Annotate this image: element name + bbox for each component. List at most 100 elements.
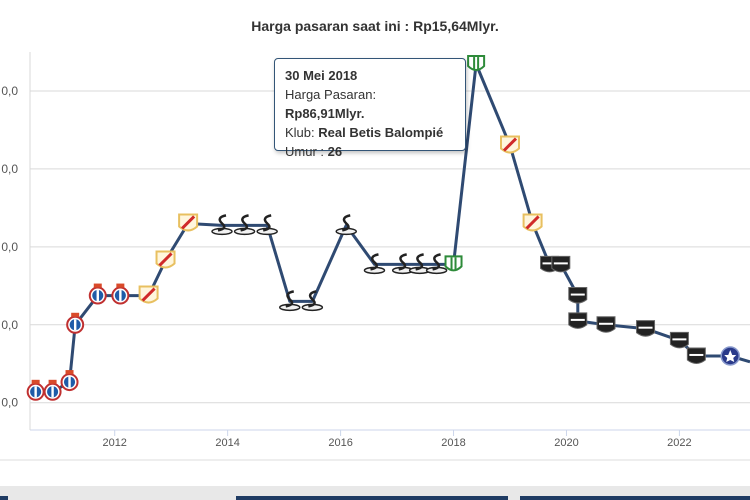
data-point-espanyol-crest	[66, 312, 85, 334]
data-point-swansea-crest	[363, 253, 386, 275]
crest-swan	[240, 214, 249, 232]
tooltip-date: 30 Mei 2018	[285, 68, 358, 83]
crest-stripe	[450, 257, 453, 270]
crest-swan	[432, 253, 441, 271]
x-tick-label: 2014	[215, 437, 239, 449]
tooltip-value-row: Harga Pasaran: Rp86,91Mlyr.	[285, 85, 455, 123]
data-point-swansea-crest	[279, 290, 301, 312]
data-point-espanyol-crest	[60, 370, 79, 392]
crest-swan	[217, 214, 227, 232]
data-point-espanyol-crest	[43, 379, 62, 401]
data-point-swansea-crest	[211, 214, 233, 236]
y-tick-label: 0,0	[1, 84, 18, 98]
crest-band	[570, 293, 585, 296]
data-point-club-blue-crest	[720, 346, 740, 366]
data-point-eupen-crest	[596, 316, 616, 333]
crest-swan	[308, 290, 317, 308]
crest-stripe	[34, 386, 37, 398]
data-point-betis-crest	[467, 55, 486, 72]
data-point-swansea-crest	[425, 253, 448, 275]
tooltip-value-label: Harga Pasaran:	[285, 87, 377, 102]
data-point-betis-crest	[444, 255, 463, 272]
tooltip-club-row: Klub: Real Betis Balompié	[285, 123, 455, 142]
scrollbar-segment	[0, 496, 8, 500]
crest-stripe	[473, 57, 476, 70]
y-tick-label: 0,0	[1, 318, 18, 332]
crest-stripe	[525, 215, 540, 230]
data-point-swansea-crest	[233, 214, 256, 236]
crest-swan	[398, 253, 407, 271]
crest-swan	[415, 253, 424, 271]
crest-band	[542, 262, 557, 265]
data-point-eupen-crest	[686, 347, 706, 364]
crest-crown	[71, 312, 80, 317]
crest-swan	[285, 290, 295, 308]
data-point-eupen-crest	[636, 320, 656, 337]
crest-stripe	[73, 319, 77, 331]
data-point-rayo-crest	[500, 135, 520, 154]
crest-swan	[341, 214, 351, 232]
x-tick-label: 2022	[667, 437, 691, 449]
tooltip-club-label: Klub:	[285, 125, 319, 140]
y-tick-label: 0,0	[1, 240, 18, 254]
crest-crown	[116, 283, 125, 288]
x-tick-label: 2012	[102, 437, 126, 449]
crest-stripe	[454, 257, 457, 270]
tooltip-age-label: Umur :	[285, 144, 328, 159]
crest-stripe	[119, 290, 122, 302]
crest-band	[599, 322, 613, 325]
bottom-scrollbar[interactable]	[0, 486, 750, 500]
crest-stripe	[477, 57, 480, 70]
x-tick-label: 2018	[441, 437, 465, 449]
tooltip-club: Real Betis Balompié	[318, 125, 444, 140]
crest-crown	[93, 283, 102, 288]
data-point-eupen-crest	[568, 287, 588, 304]
crest-crown	[48, 379, 57, 384]
crest-crown	[31, 379, 40, 384]
y-tick-label: 0,0	[1, 396, 18, 410]
crest-stripe	[51, 386, 54, 398]
crest-stripe	[158, 252, 173, 267]
crest-shield	[467, 55, 486, 72]
scrollbar-thumb[interactable]	[236, 496, 508, 500]
crest-swan	[262, 214, 272, 232]
data-point-rayo-crest	[178, 213, 199, 232]
crest-swan	[370, 253, 379, 271]
data-point-swansea-crest	[335, 214, 357, 236]
crest-stripe	[502, 137, 518, 152]
crest-stripe	[96, 290, 99, 302]
data-point-espanyol-crest	[111, 283, 130, 305]
crest-crown	[65, 370, 74, 375]
crest-band	[672, 338, 687, 341]
data-point-swansea-crest	[256, 214, 278, 236]
crest-stripe	[141, 287, 156, 302]
value-tooltip: 30 Mei 2018 Harga Pasaran: Rp86,91Mlyr. …	[274, 58, 466, 159]
x-tick-label: 2020	[554, 437, 578, 449]
data-point-rayo-crest	[155, 250, 176, 269]
x-tick-labels: 2012 2014 2016 2018 2020 2022	[102, 430, 692, 449]
data-point-eupen-crest	[669, 331, 689, 349]
crest-stripe	[68, 376, 71, 388]
y-tick-labels: 0,0 0,0 0,0 0,0 0,0	[1, 84, 18, 410]
tooltip-value: Rp86,91Mlyr.	[285, 106, 365, 121]
crest-band	[553, 262, 568, 265]
crest-band	[638, 326, 653, 329]
tooltip-age: 26	[327, 144, 343, 159]
data-points-layer	[26, 55, 740, 401]
x-tick-label: 2016	[328, 437, 352, 449]
data-point-eupen-crest	[568, 312, 588, 329]
scrollbar-segment	[520, 496, 750, 500]
crest-band	[570, 318, 585, 321]
crest-star	[724, 349, 737, 362]
data-point-rayo-crest	[522, 213, 543, 232]
crest-shield	[444, 255, 463, 272]
data-point-espanyol-crest	[88, 283, 107, 305]
data-point-eupen-crest	[551, 255, 571, 273]
chart-title: Harga pasaran saat ini : Rp15,64Mlyr.	[251, 18, 499, 34]
crest-stripe	[181, 215, 196, 230]
tooltip-age-row: Umur : 26	[285, 142, 455, 161]
data-point-rayo-crest	[138, 285, 159, 304]
crest-band	[689, 353, 704, 356]
